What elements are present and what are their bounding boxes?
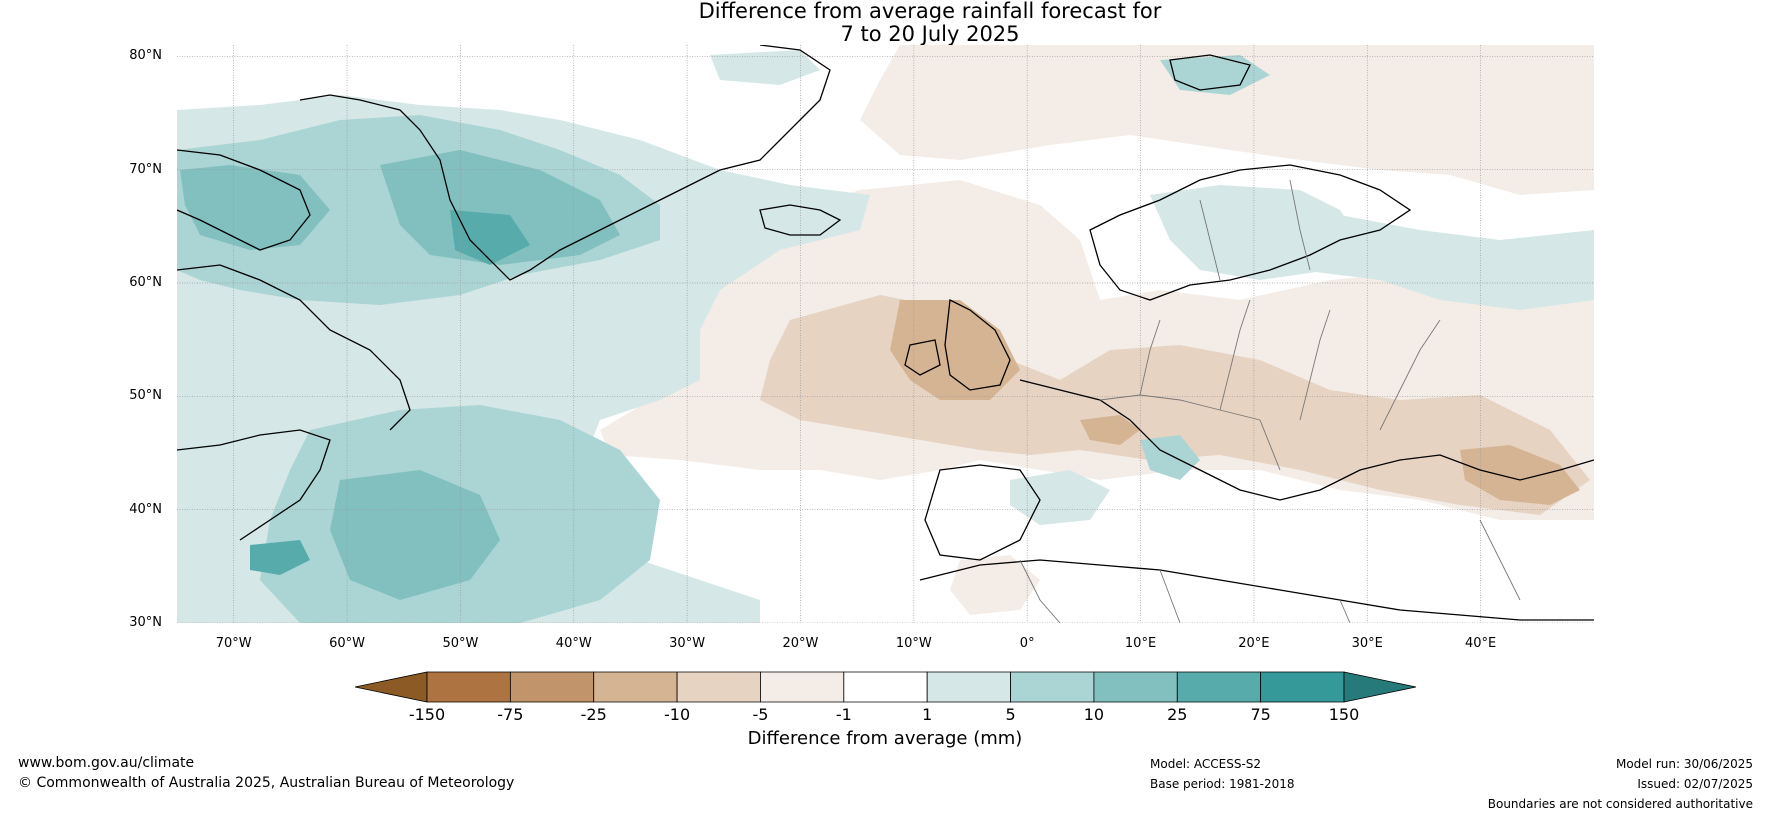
longitude-label: 50°W bbox=[442, 636, 479, 651]
footer-model: Model: ACCESS-S2 bbox=[1150, 757, 1262, 771]
coastlines bbox=[177, 45, 1594, 621]
footer-website: www.bom.gov.au/climate bbox=[18, 755, 195, 771]
dry-region-north-africa bbox=[950, 555, 1040, 615]
wet-region-greenland-core bbox=[380, 150, 620, 265]
colorbar-tick-label: 1 bbox=[922, 705, 933, 724]
ireland-coast bbox=[904, 339, 941, 376]
labrador-coast bbox=[177, 264, 411, 431]
longitude-label: 10°W bbox=[895, 636, 932, 651]
colorbar-tick-label: 5 bbox=[1005, 705, 1016, 724]
latitude-label: 40°N bbox=[129, 501, 162, 517]
north-africa-coast bbox=[919, 559, 1594, 621]
wet-region-mid-atlantic-core bbox=[330, 470, 500, 600]
europe-coast bbox=[1019, 379, 1594, 501]
scandinavia-coast bbox=[1089, 164, 1412, 301]
colorbar-tick-label: 10 bbox=[1083, 705, 1105, 724]
longitude-label: 70°W bbox=[215, 636, 252, 651]
dry-region-black-sea bbox=[1460, 445, 1580, 505]
longitude-label: 20°E bbox=[1238, 636, 1270, 651]
map-title-line2: 7 to 20 July 2025 bbox=[840, 22, 1020, 46]
latitude-label: 60°N bbox=[129, 275, 162, 290]
colorbar-tick-label: -5 bbox=[752, 705, 769, 724]
longitude-label: 20°W bbox=[782, 636, 819, 651]
longitude-label: 10°E bbox=[1124, 636, 1157, 651]
svalbard-coast bbox=[1169, 54, 1251, 91]
longitude-label: 40°E bbox=[1464, 636, 1497, 651]
colorbar-tick-label: 75 bbox=[1250, 705, 1271, 724]
footer-issued: Issued: 02/07/2025 bbox=[1637, 777, 1753, 791]
iceland-coast bbox=[759, 204, 842, 236]
colorbar-tick-label: 25 bbox=[1167, 705, 1188, 724]
greenland-coast bbox=[299, 45, 831, 281]
wet-region-greenland-north bbox=[710, 50, 820, 85]
latitude-label: 30°N bbox=[129, 615, 162, 630]
iberia-coast bbox=[924, 464, 1041, 561]
colorbar-tick-label: -25 bbox=[580, 705, 607, 724]
colorbar-tick-label: -10 bbox=[664, 705, 691, 724]
longitude-label: 0° bbox=[1019, 636, 1035, 651]
baffin-coast bbox=[177, 149, 311, 251]
latitude-label: 70°N bbox=[129, 161, 162, 177]
colorbar-tick-label: -1 bbox=[835, 705, 852, 724]
uk-coast bbox=[944, 299, 1011, 391]
footer-copyright: © Commonwealth of Australia 2025, Austra… bbox=[18, 775, 515, 791]
footer-disclaimer: Boundaries are not considered authoritat… bbox=[1487, 797, 1753, 811]
wet-region-sw-atlantic bbox=[250, 540, 310, 575]
colorbar-tick-label: -150 bbox=[408, 705, 446, 724]
footer-model-run: Model run: 30/06/2025 bbox=[1615, 757, 1753, 771]
map-gridlines bbox=[177, 45, 1594, 623]
colorbar-tick-label: -75 bbox=[497, 705, 524, 724]
map-title-line1: Difference from average rainfall forecas… bbox=[698, 0, 1162, 23]
colorbar-tick-label: 150 bbox=[1328, 705, 1360, 724]
footer-base-period: Base period: 1981-2018 bbox=[1150, 777, 1295, 791]
latitude-label: 80°N bbox=[129, 48, 162, 64]
longitude-label: 40°W bbox=[555, 636, 592, 651]
latitude-label: 50°N bbox=[129, 388, 162, 404]
forecast-map bbox=[177, 45, 1594, 623]
country-borders bbox=[1019, 179, 1521, 623]
dry-region-alps bbox=[1080, 415, 1140, 445]
longitude-label: 30°E bbox=[1351, 636, 1383, 651]
colorbar-title: Difference from average (mm) bbox=[747, 728, 1023, 749]
longitude-label: 30°W bbox=[669, 636, 706, 651]
dry-region-arctic-east bbox=[860, 45, 1594, 195]
map-title: Difference from average rainfall forecas… bbox=[0, 0, 1770, 46]
wet-region-italy bbox=[1140, 435, 1200, 480]
us-east-coast bbox=[177, 429, 331, 541]
longitude-label: 60°W bbox=[329, 636, 365, 651]
wet-anomaly-regions bbox=[177, 50, 1594, 623]
dry-region-uk bbox=[890, 300, 1020, 400]
wet-region-greenland-peak bbox=[450, 210, 530, 265]
